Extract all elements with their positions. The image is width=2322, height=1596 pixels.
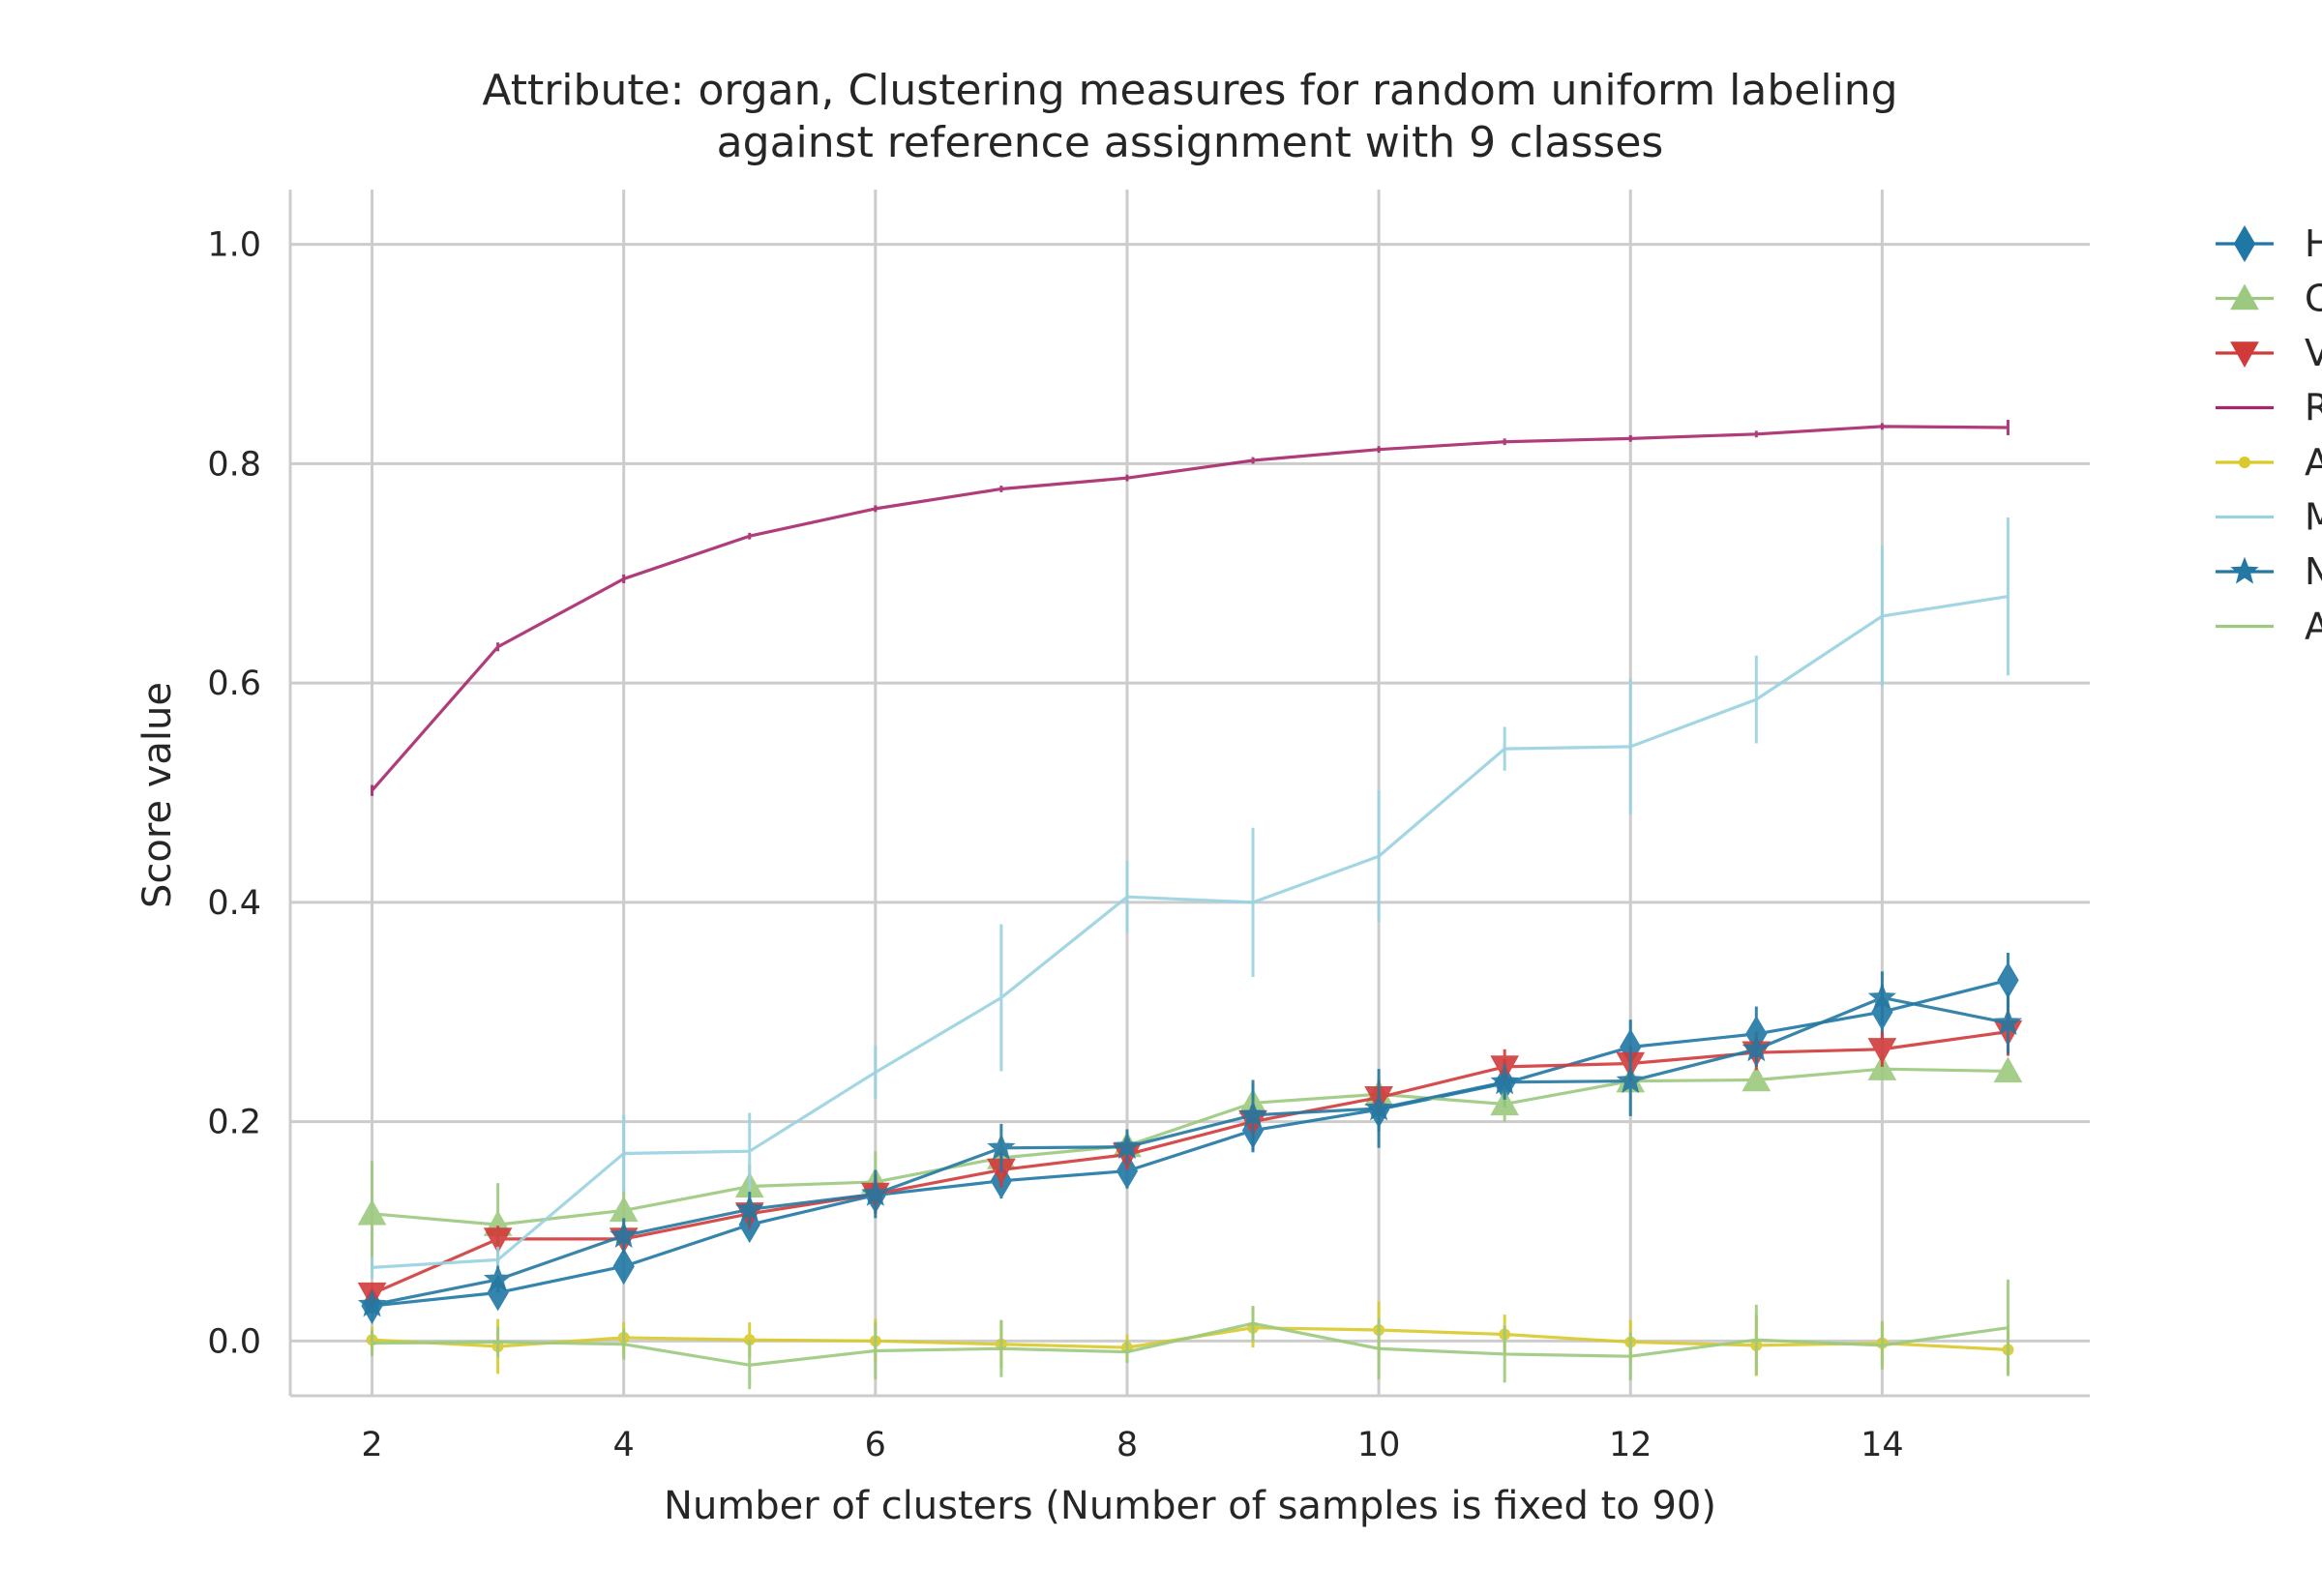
series-line [371, 425, 2009, 792]
tick-labels: 2 4 6 8 10 12 14 0.0 0.2 0.4 0.6 0.8 1.0 [207, 226, 1903, 1464]
y-tick-label: 0.6 [207, 665, 261, 703]
data-point [610, 1221, 639, 1248]
y-tick-label: 0.8 [207, 445, 261, 484]
data-point [1993, 1008, 2023, 1036]
plot-spines [288, 190, 2090, 1398]
x-tick-label: 8 [1116, 1426, 1138, 1464]
legend-item: V [2216, 332, 2322, 374]
legend-label: V [2305, 332, 2322, 374]
legend-label: N [2305, 550, 2322, 593]
x-tick-label: 2 [361, 1426, 382, 1464]
series-line [372, 995, 2009, 1307]
series-7 [371, 1279, 2009, 1390]
x-tick-label: 12 [1609, 1426, 1652, 1464]
legend-item: C [2216, 278, 2322, 320]
y-tick-label: 0.2 [207, 1104, 261, 1142]
legend-marker [2230, 556, 2259, 584]
legend-item: H [2216, 222, 2322, 265]
data-point [1742, 1034, 1771, 1062]
data-point [357, 1289, 387, 1317]
data-point [1238, 1100, 1267, 1128]
series-layer [357, 420, 2023, 1390]
x-tick-label: 14 [1861, 1426, 1904, 1464]
chart-title-line-2: against reference assignment with 9 clas… [717, 118, 1664, 167]
legend-label: M [2305, 496, 2322, 539]
x-tick-label: 4 [613, 1426, 635, 1464]
data-point [743, 1334, 756, 1346]
data-point [1616, 1066, 1645, 1094]
series-line [372, 1067, 2009, 1227]
legend-marker [2233, 225, 2256, 262]
legend-item: M [2216, 496, 2322, 539]
series-6 [357, 971, 2023, 1317]
y-tick-label: 1.0 [207, 226, 261, 265]
data-point [483, 1227, 513, 1254]
legend-label: C [2305, 278, 2322, 320]
series-line [372, 978, 2009, 1308]
data-point [483, 1264, 513, 1292]
y-tick-label: 0.0 [207, 1322, 261, 1361]
chart-title-line-1: Attribute: organ, Clustering measures fo… [482, 66, 1897, 115]
legend-item: N [2216, 550, 2322, 593]
legend-item: R [2216, 387, 2322, 429]
data-point [987, 1133, 1016, 1161]
data-point [1742, 1065, 1771, 1092]
data-point [861, 1179, 890, 1206]
data-point [1116, 1152, 1139, 1190]
data-point [612, 1248, 635, 1286]
x-tick-label: 6 [865, 1426, 886, 1464]
legend-label: A [2305, 441, 2322, 484]
data-point [1867, 1054, 1897, 1080]
legend-label: A [2305, 606, 2322, 648]
series-line [372, 594, 2009, 1269]
legend-item: A [2216, 441, 2322, 484]
data-point [1993, 1056, 2023, 1083]
data-point [1867, 1038, 1897, 1064]
legend-label: R [2305, 387, 2322, 429]
legend-marker [2230, 341, 2259, 369]
series-line [372, 1321, 2009, 1367]
series-5 [371, 517, 2009, 1279]
data-point [1490, 1089, 1520, 1116]
legend-item: A [2216, 606, 2322, 648]
legend-marker [2230, 283, 2259, 310]
y-axis-label: Score value [135, 682, 180, 908]
y-tick-label: 0.4 [207, 884, 261, 923]
data-point [1490, 1067, 1519, 1095]
data-point [735, 1194, 764, 1222]
data-point [1867, 983, 1897, 1010]
series-3 [371, 420, 2009, 796]
x-axis-label: Number of clusters (Number of samples is… [664, 1484, 1716, 1528]
legend-marker [2239, 457, 2250, 468]
data-point [357, 1198, 387, 1226]
x-tick-label: 10 [1357, 1426, 1401, 1464]
data-point [1364, 1093, 1393, 1121]
legend-label: H [2305, 222, 2322, 265]
data-point [1113, 1132, 1142, 1160]
